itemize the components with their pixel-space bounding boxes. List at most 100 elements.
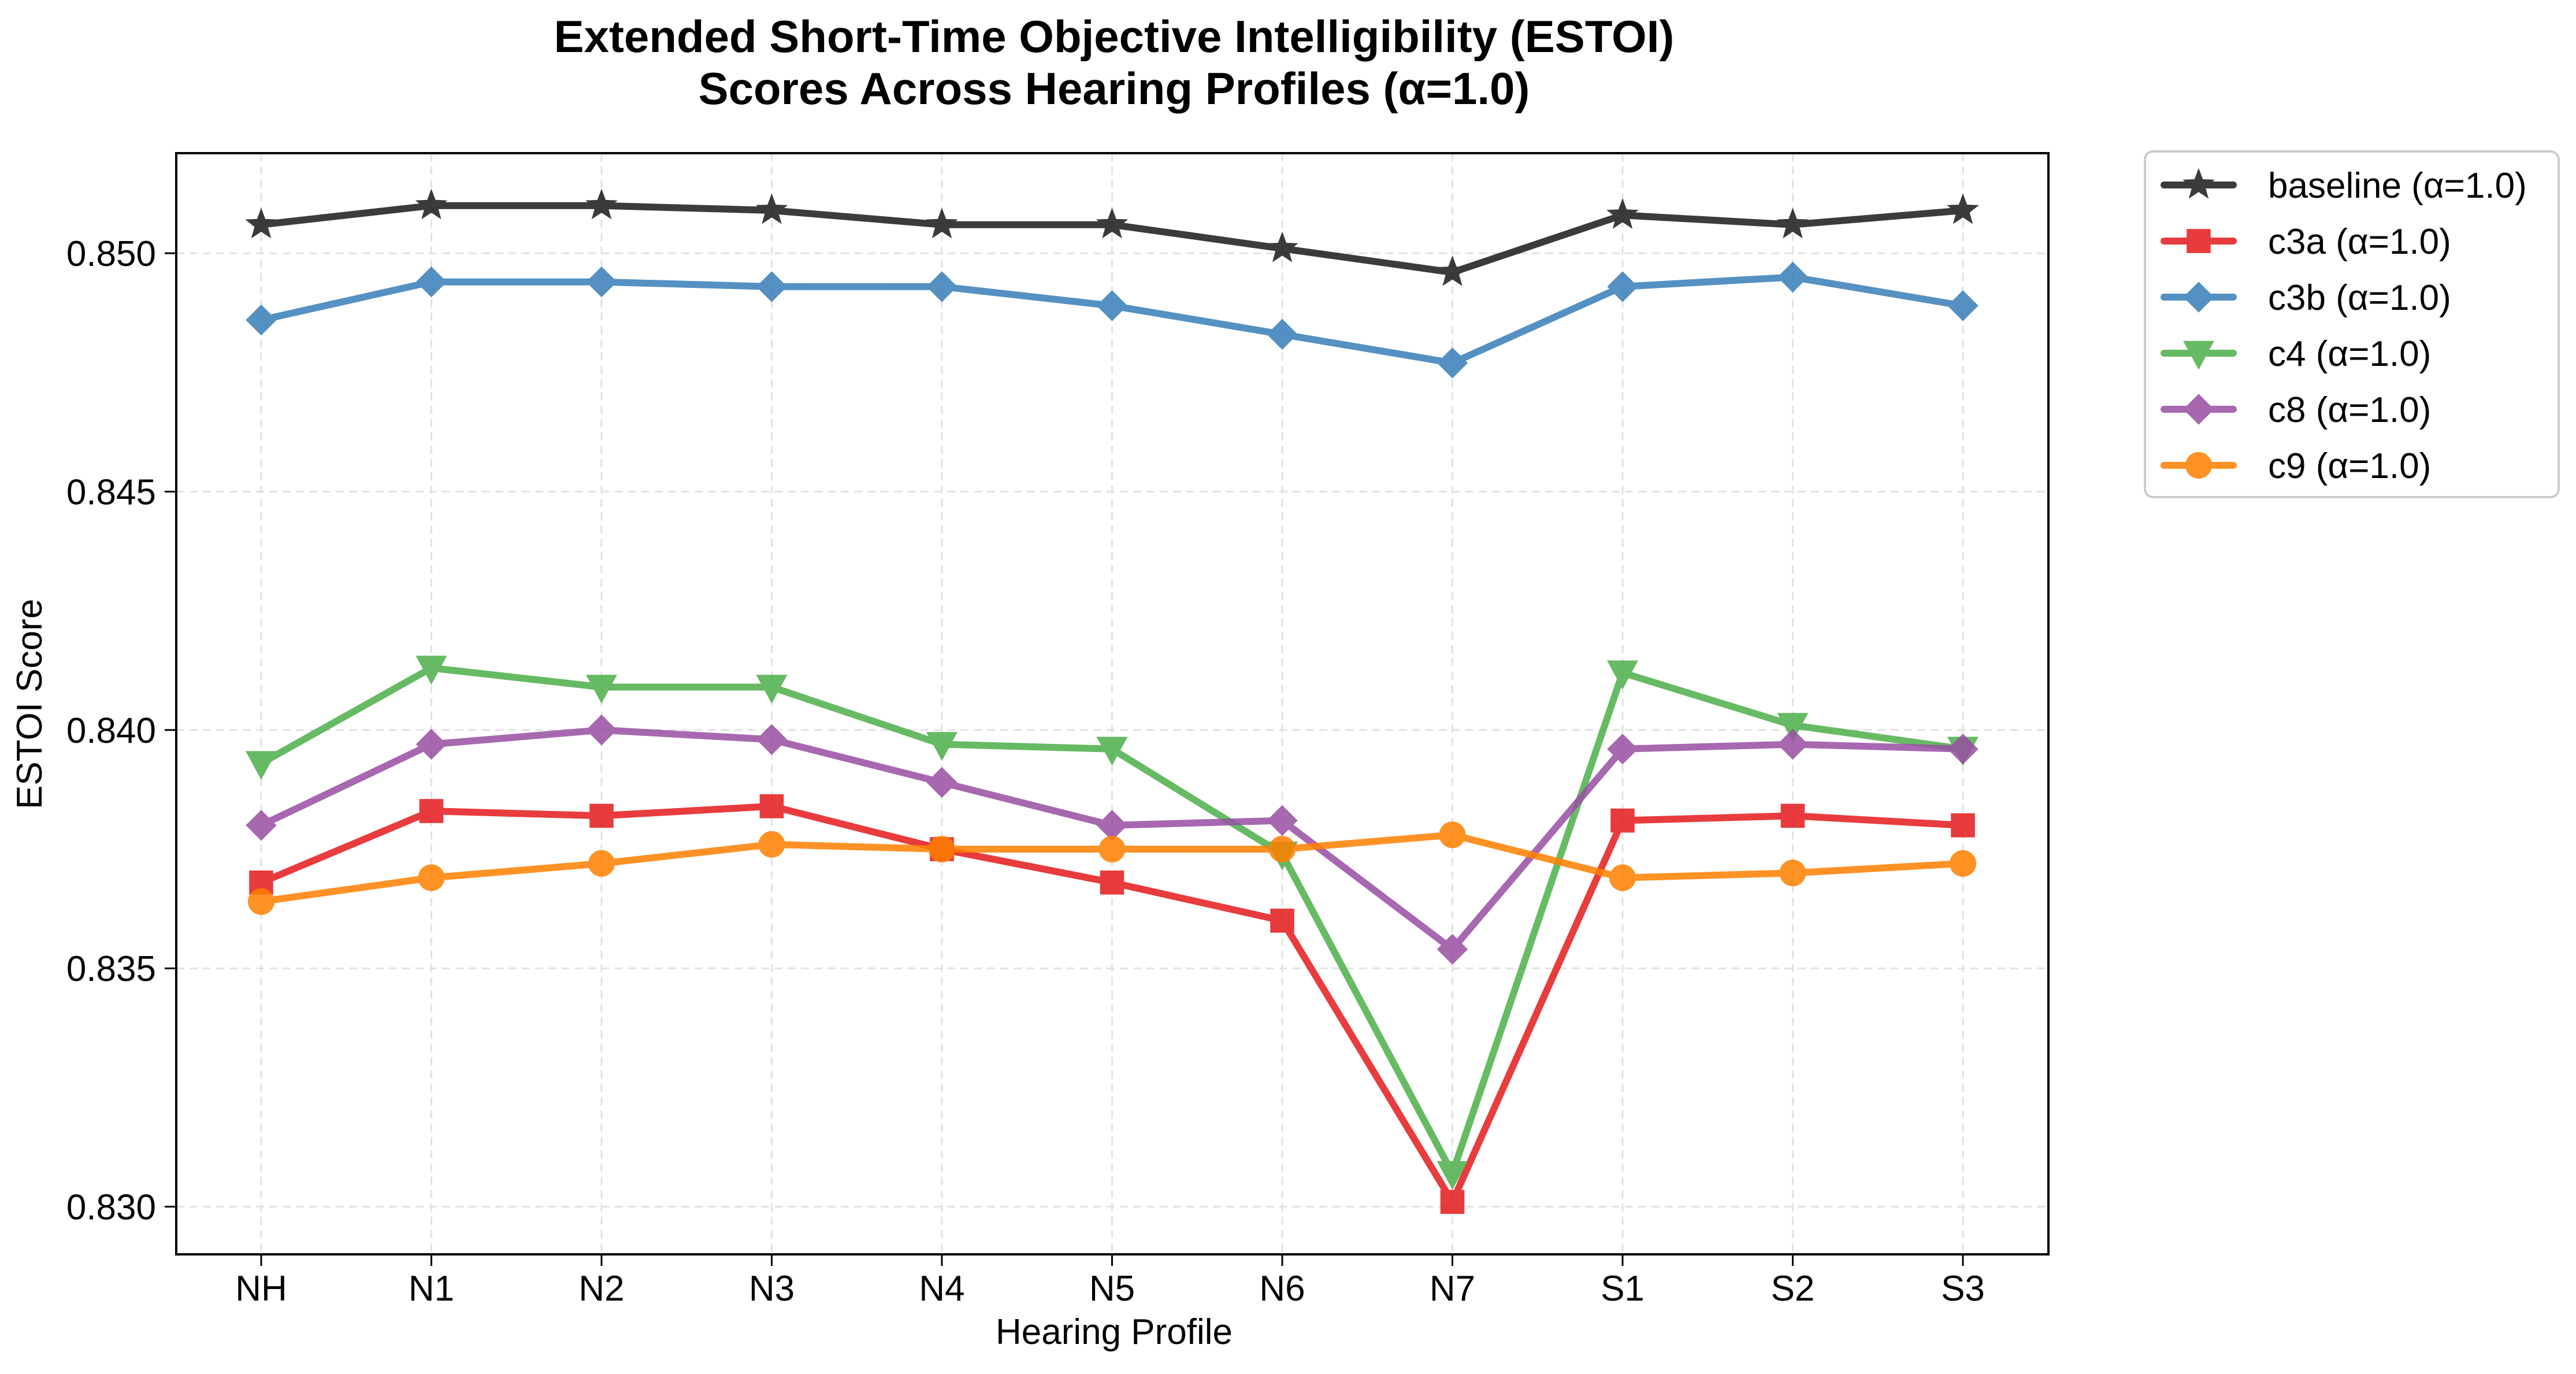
legend-label: c3a (α=1.0) (2268, 222, 2451, 262)
data-point (415, 266, 447, 298)
data-point (1267, 805, 1298, 836)
legend-item: baseline (α=1.0) (2161, 166, 2527, 206)
legend: baseline (α=1.0) c3a (α=1.0) c3b (α=1.0) c4… (2144, 150, 2560, 498)
legend-item: c3b (α=1.0) (2161, 278, 2451, 318)
legend-swatch (2161, 168, 2237, 199)
data-point (756, 724, 788, 755)
data-point (1777, 261, 1809, 293)
data-point (1266, 231, 1298, 262)
data-point (1439, 821, 1466, 849)
legend-swatch (2161, 452, 2237, 479)
data-point (246, 810, 277, 841)
data-point (1609, 864, 1636, 891)
series-layer (245, 188, 1979, 1214)
data-point (586, 266, 617, 298)
legend-swatch (2161, 340, 2237, 370)
y-axis-label: ESTOI Score (10, 599, 50, 809)
x-tick-label: N7 (1430, 1269, 1475, 1309)
data-point (1269, 836, 1296, 863)
chart-subtitle: Scores Across Hearing Profiles (α=1.0) (699, 63, 1530, 114)
y-tick-label: 0.835 (66, 949, 156, 989)
x-tick-label: N2 (578, 1269, 624, 1309)
data-point (589, 803, 614, 828)
legend-item: c3a (α=1.0) (2161, 222, 2451, 262)
data-point (419, 799, 444, 823)
data-point (756, 271, 788, 302)
data-point (1780, 803, 1805, 828)
data-point (1436, 255, 1469, 286)
legend-item: c9 (α=1.0) (2161, 446, 2431, 486)
data-point (1607, 271, 1638, 302)
data-point (1270, 908, 1294, 933)
data-point (1437, 347, 1468, 379)
series-group (246, 714, 1979, 965)
data-point (1096, 208, 1129, 239)
legend-label: c4 (α=1.0) (2268, 334, 2431, 374)
legend-label: c8 (α=1.0) (2268, 390, 2431, 430)
data-point (415, 728, 447, 760)
data-point (1606, 198, 1639, 229)
data-point (755, 193, 788, 224)
data-point (758, 831, 785, 858)
data-point (1267, 318, 1298, 350)
x-tick-label: N1 (409, 1269, 454, 1309)
data-point (1777, 713, 1809, 742)
data-point (926, 208, 958, 239)
x-tick-label: S1 (1601, 1269, 1645, 1309)
data-point (586, 714, 617, 746)
data-point (1607, 734, 1638, 765)
legend-label: baseline (α=1.0) (2268, 166, 2527, 206)
data-point (246, 751, 277, 780)
legend-frame (2144, 150, 2560, 498)
data-point (1947, 290, 1979, 321)
y-tick-label: 0.830 (66, 1188, 156, 1228)
data-point (1776, 208, 1809, 239)
x-axis-label: Hearing Profile (996, 1312, 1233, 1352)
x-tick-label: NH (235, 1269, 287, 1309)
legend-swatch (2161, 282, 2237, 313)
data-point (1100, 870, 1124, 895)
data-point (585, 188, 618, 220)
data-point (1607, 660, 1638, 690)
data-point (1947, 193, 1979, 224)
legend-marker (2185, 452, 2212, 479)
data-point (415, 655, 447, 685)
x-tick-label: N6 (1259, 1269, 1305, 1309)
series-group (245, 188, 1979, 286)
data-point (1096, 290, 1128, 321)
data-point (926, 271, 957, 302)
legend-marker (2183, 394, 2214, 425)
data-point (588, 850, 615, 877)
data-point (1610, 808, 1635, 833)
data-point (759, 794, 784, 819)
grid-layer (176, 153, 2048, 1254)
data-point (1096, 736, 1128, 766)
x-tick-label: S2 (1771, 1269, 1815, 1309)
data-point (756, 675, 788, 704)
data-point (1098, 836, 1126, 863)
series-group (248, 821, 1976, 915)
data-point (1777, 728, 1809, 760)
y-tick-label: 0.845 (66, 473, 156, 513)
data-point (245, 208, 277, 239)
legend-marker (2187, 229, 2211, 253)
x-tick-label: S3 (1941, 1269, 1985, 1309)
data-point (926, 732, 957, 761)
legend-swatch (2161, 394, 2237, 425)
x-tick-label: N5 (1089, 1269, 1135, 1309)
legend-swatch (2161, 229, 2237, 253)
data-point (415, 188, 448, 220)
data-point (1951, 813, 1975, 838)
y-tick-label: 0.850 (66, 234, 156, 274)
axis-layer: NH N1 N2 N3 N4 N5 N6 N7 S1 S2 S3 0.830 0.835 0.840 0.8… (66, 234, 1985, 1309)
legend-label: c9 (α=1.0) (2268, 446, 2431, 486)
legend-marker (2182, 168, 2215, 199)
data-point (586, 675, 617, 704)
x-tick-label: N4 (919, 1269, 964, 1309)
series-group (246, 261, 1979, 379)
legend-label: c3b (α=1.0) (2268, 278, 2451, 318)
data-point (926, 766, 957, 798)
data-point (929, 836, 955, 863)
data-point (1950, 850, 1976, 877)
